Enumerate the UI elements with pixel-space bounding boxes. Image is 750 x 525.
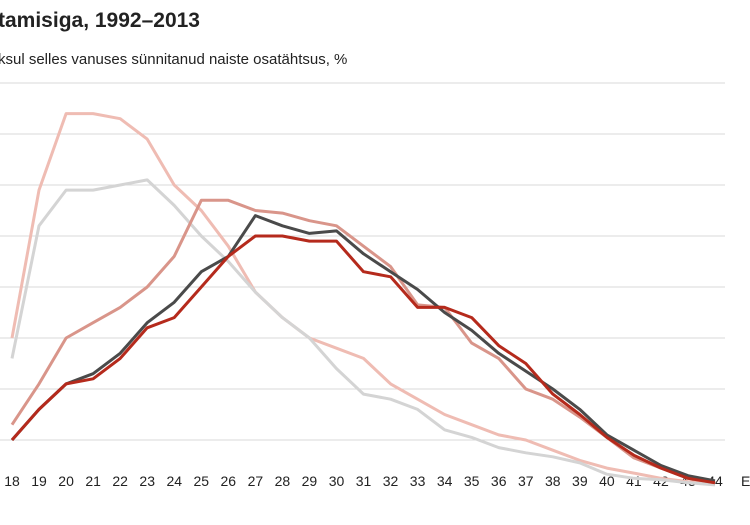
x-tick-label: 32 — [383, 473, 399, 489]
x-tick-label: 34 — [437, 473, 453, 489]
series-line — [10, 112, 716, 486]
x-tick-label: 18 — [4, 473, 20, 489]
x-tick-label: 31 — [356, 473, 372, 489]
series-line — [10, 234, 716, 485]
x-tick-label: 35 — [464, 473, 480, 489]
x-tick-label: 40 — [599, 473, 615, 489]
x-tick-label: 33 — [410, 473, 426, 489]
x-tick-label: 38 — [545, 473, 561, 489]
x-tick-label: 23 — [139, 473, 155, 489]
x-tick-label: 25 — [193, 473, 209, 489]
x-tick-label: 27 — [248, 473, 264, 489]
x-tick-label: 22 — [112, 473, 128, 489]
x-tick-label: 37 — [518, 473, 534, 489]
series-line — [10, 214, 716, 483]
x-tick-label: 29 — [302, 473, 318, 489]
x-tick-label: 36 — [491, 473, 507, 489]
x-axis-label: E — [741, 473, 750, 489]
x-tick-label: 26 — [221, 473, 237, 489]
x-tick-label: 20 — [58, 473, 74, 489]
x-tick-label: 39 — [572, 473, 588, 489]
x-tick-label: 24 — [166, 473, 182, 489]
x-tick-label: 30 — [329, 473, 345, 489]
series-line — [10, 178, 716, 487]
x-tick-label: 28 — [275, 473, 291, 489]
x-tick-label: 19 — [31, 473, 47, 489]
chart-subtitle: ksul selles vanuses sünnitanud naiste os… — [0, 51, 347, 68]
chart-title: tamisiga, 1992–2013 — [0, 9, 200, 32]
x-tick-label: 21 — [85, 473, 101, 489]
